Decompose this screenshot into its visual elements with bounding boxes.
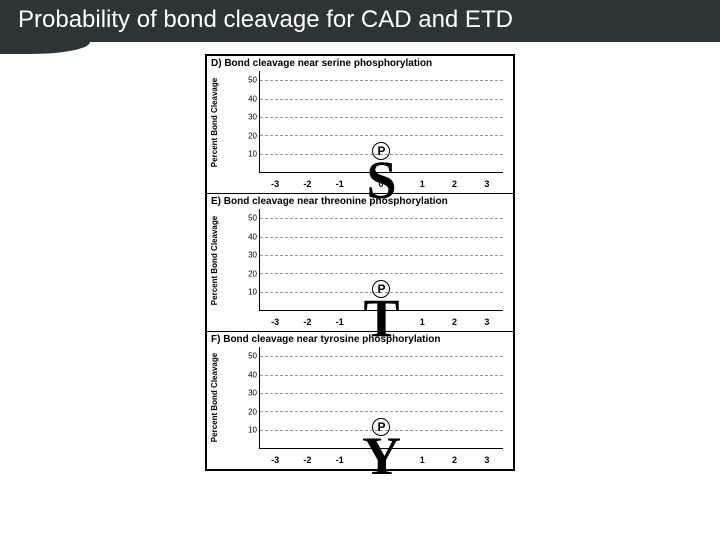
y-tick: 30: [243, 389, 257, 398]
x-tick: 0: [361, 455, 401, 465]
plot: 10 20 30 40 50PT -3 -2 -1 01 23: [237, 209, 507, 329]
x-tick: 1: [411, 179, 433, 189]
x-tick: -2: [296, 317, 318, 327]
x-tick: -1: [329, 455, 351, 465]
bars-container: PS: [260, 71, 503, 172]
y-tick: 10: [243, 288, 257, 297]
plot-area: PT: [259, 209, 503, 311]
x-tick: -2: [296, 455, 318, 465]
x-tick: -3: [264, 179, 286, 189]
y-tick: 40: [243, 232, 257, 241]
plot: 10 20 30 40 50PY -3 -2 -1 01 23: [237, 347, 507, 467]
y-tick: 50: [243, 352, 257, 361]
y-tick: 20: [243, 269, 257, 278]
x-axis: -3 -2 -1 01 23: [259, 455, 503, 465]
x-tick: 3: [476, 179, 498, 189]
x-tick: 0: [361, 179, 401, 189]
x-tick: 3: [476, 455, 498, 465]
x-tick: 1: [411, 455, 433, 465]
y-tick: 40: [243, 94, 257, 103]
bars-container: PY: [260, 347, 503, 448]
y-tick: 30: [243, 113, 257, 122]
y-tick: 20: [243, 407, 257, 416]
y-axis-label: Percent Bond Cleavage: [209, 212, 221, 309]
figure-wrap: D) Bond cleavage near serine phosphoryla…: [0, 42, 720, 471]
x-tick: 2: [444, 317, 466, 327]
x-tick: -3: [264, 317, 286, 327]
x-tick: -3: [264, 455, 286, 465]
plot-area: PY: [259, 347, 503, 449]
slide-title: Probability of bond cleavage for CAD and…: [0, 0, 720, 42]
y-tick: 40: [243, 370, 257, 379]
x-tick: -1: [329, 179, 351, 189]
y-tick: 30: [243, 251, 257, 260]
panel-title: D) Bond cleavage near serine phosphoryla…: [207, 56, 513, 69]
chart-panel: D) Bond cleavage near serine phosphoryla…: [207, 56, 513, 194]
bond-cleavage-figure: D) Bond cleavage near serine phosphoryla…: [205, 54, 515, 471]
panel-title: F) Bond cleavage near tyrosine phosphory…: [207, 332, 513, 345]
y-tick: 10: [243, 426, 257, 435]
bars-container: PT: [260, 209, 503, 310]
x-tick: 2: [444, 179, 466, 189]
y-axis-label: Percent Bond Cleavage: [209, 74, 221, 171]
x-axis: -3 -2 -1 01 23: [259, 317, 503, 327]
x-tick: 3: [476, 317, 498, 327]
chart-panel: F) Bond cleavage near tyrosine phosphory…: [207, 332, 513, 467]
residue-marker: PS: [356, 142, 406, 202]
y-axis-label: Percent Bond Cleavage: [209, 350, 221, 445]
plot-area: PS: [259, 71, 503, 173]
x-tick: 0: [361, 317, 401, 327]
y-tick: 50: [243, 76, 257, 85]
plot: 10 20 30 40 50PS -3 -2 -1 01 23: [237, 71, 507, 191]
chart-panel: E) Bond cleavage near threonine phosphor…: [207, 194, 513, 332]
residue-marker: PY: [356, 418, 406, 478]
y-tick: 20: [243, 131, 257, 140]
x-tick: -1: [329, 317, 351, 327]
residue-marker: PT: [356, 280, 406, 340]
y-tick: 50: [243, 214, 257, 223]
panel-title: E) Bond cleavage near threonine phosphor…: [207, 194, 513, 207]
y-tick: 10: [243, 150, 257, 159]
x-tick: 1: [411, 317, 433, 327]
slide-title-text: Probability of bond cleavage for CAD and…: [18, 6, 513, 33]
x-tick: 2: [444, 455, 466, 465]
x-axis: -3 -2 -1 01 23: [259, 179, 503, 189]
x-tick: -2: [296, 179, 318, 189]
